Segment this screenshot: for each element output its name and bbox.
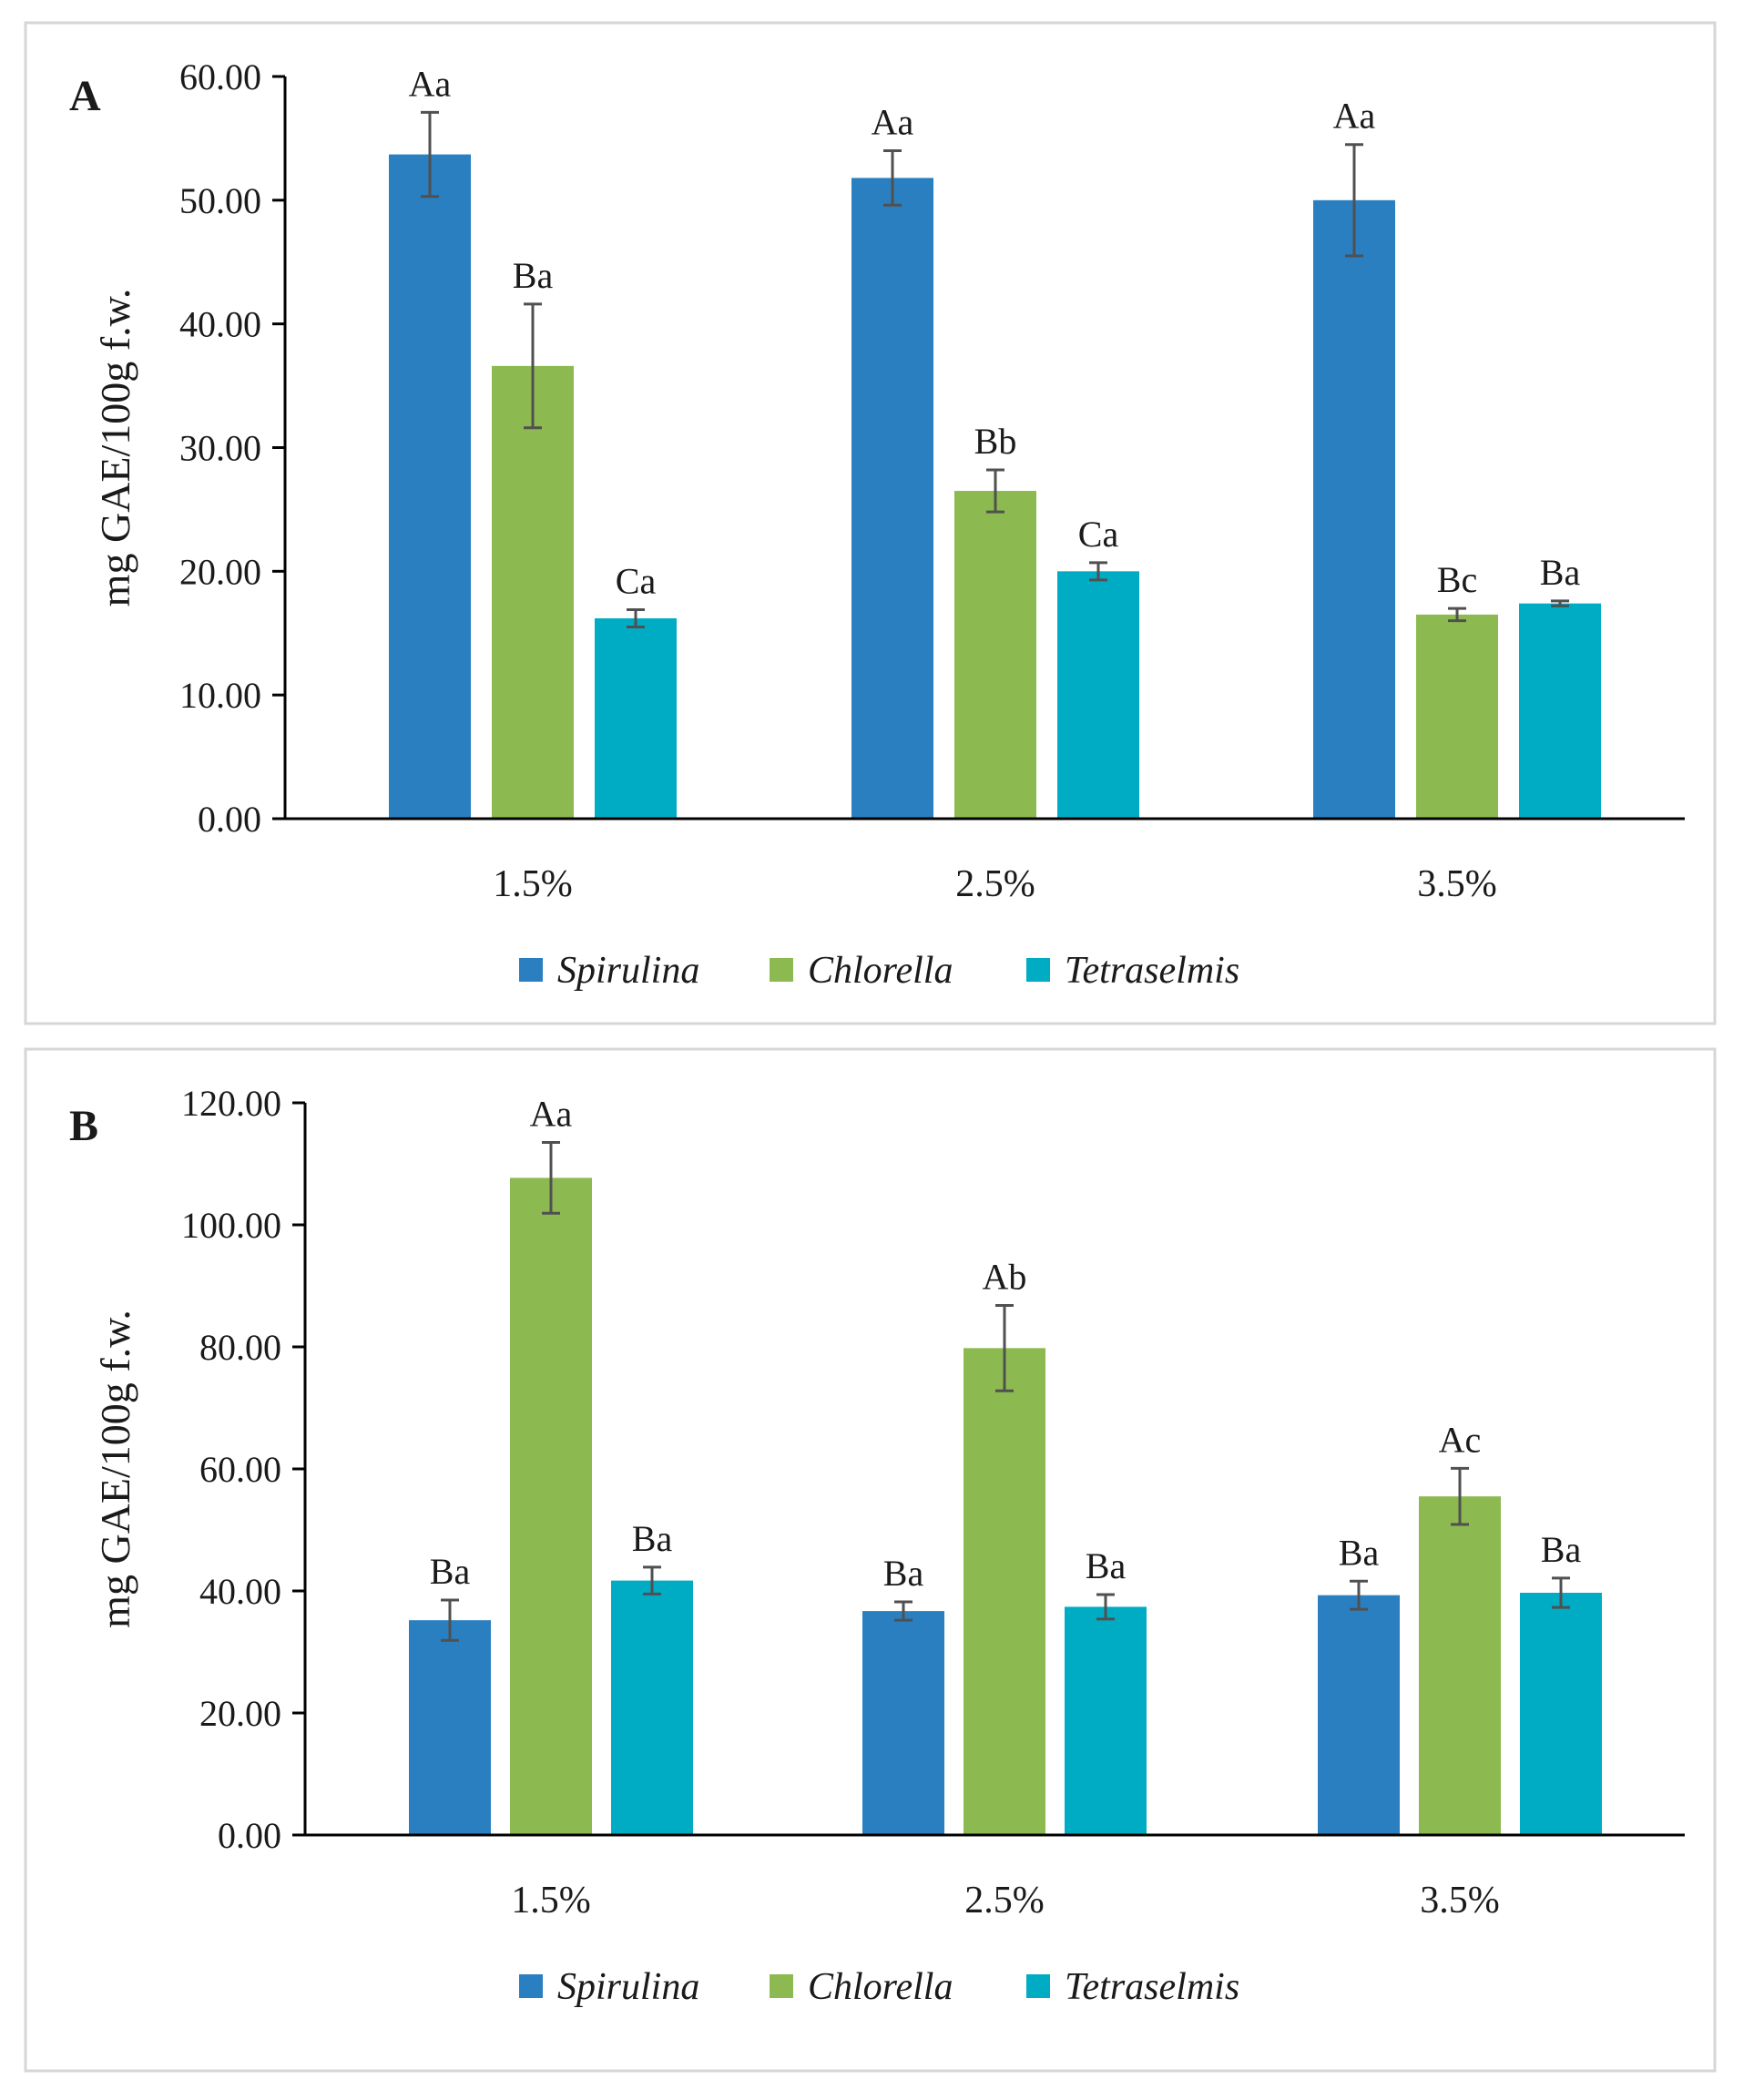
panel-b-y-tick-label: 0.00 — [218, 1815, 281, 1856]
panel-b-significance-label: Ba — [1339, 1532, 1380, 1573]
panel-b-legend-label: Spirulina — [557, 1966, 699, 2008]
panel-a-category-label: 2.5% — [955, 863, 1035, 905]
panel-a-bar-chlorella — [954, 491, 1036, 819]
panel-b-category-label: 1.5% — [511, 1880, 591, 1922]
panel-a-significance-label: Aa — [409, 63, 452, 104]
panel-a-bar-spirulina — [851, 178, 933, 820]
panel-a-y-tick-label: 30.00 — [179, 428, 261, 469]
panel-b-y-tick-label: 80.00 — [199, 1327, 281, 1368]
panel-b-bar-spirulina — [409, 1620, 491, 1835]
panel-a-legend-label: Chlorella — [808, 950, 953, 992]
panel-b-significance-label: Ac — [1439, 1419, 1482, 1460]
panel-b-legend-swatch — [770, 1974, 793, 1998]
panel-a-frame — [24, 21, 1717, 1025]
panel-b-bar-spirulina — [862, 1611, 944, 1835]
panel-b: B 0.00 20.00 40.00 60.00 80.00 100.00 120.00 mg … — [24, 1047, 1717, 2073]
panel-b-bar-chlorella — [1419, 1496, 1501, 1835]
panel-b-letter: B — [69, 1102, 98, 1150]
panel-a-y-axis-title: mg GAE/100g f.w. — [92, 289, 138, 607]
panel-a-bar-tetraselmis — [1519, 603, 1601, 819]
panel-b-significance-label: Aa — [530, 1094, 573, 1135]
panel-a-legend-swatch — [1026, 958, 1050, 982]
panel-a: A 0.00 10.00 20.00 30.00 40.00 50.00 60.00 mg GA… — [24, 21, 1717, 1025]
panel-b-bar-tetraselmis — [611, 1580, 693, 1835]
panel-a-y-tick-label: 40.00 — [179, 304, 261, 345]
panel-b-y-tick-label: 100.00 — [181, 1205, 281, 1246]
panel-b-significance-label: Ba — [883, 1553, 924, 1594]
panel-b-legend-swatch — [519, 1974, 543, 1998]
panel-a-significance-label: Ca — [1078, 514, 1119, 555]
panel-b-y-tick-label: 20.00 — [199, 1693, 281, 1734]
panel-b-significance-label: Ba — [632, 1518, 673, 1559]
panel-a-y-tick-label: 50.00 — [179, 180, 261, 221]
panel-a-bar-spirulina — [1313, 199, 1395, 820]
panel-a-significance-label: Aa — [872, 102, 914, 143]
panel-b-y-tick-label: 40.00 — [199, 1571, 281, 1612]
panel-b-legend-label: Tetraselmis — [1065, 1966, 1239, 2008]
panel-b-bar-chlorella — [964, 1348, 1045, 1835]
panel-a-significance-label: Ca — [616, 560, 657, 601]
panel-a-bar-chlorella — [1416, 614, 1498, 819]
panel-a-bar-chlorella — [492, 365, 574, 819]
panel-a-y-tick-label: 0.00 — [198, 799, 261, 840]
panel-a-legend-swatch — [770, 958, 793, 982]
panel-b-category-label: 2.5% — [964, 1880, 1045, 1922]
panel-b-frame — [24, 1047, 1717, 2073]
panel-a-bar-spirulina — [389, 154, 471, 819]
panel-a-significance-label: Aa — [1333, 96, 1376, 137]
panel-b-y-tick-label: 60.00 — [199, 1449, 281, 1490]
panel-a-category-label: 3.5% — [1417, 863, 1497, 905]
panel-b-significance-label: Ba — [1086, 1545, 1127, 1586]
panel-a-legend-label: Spirulina — [557, 950, 699, 992]
panel-b-significance-label: Ab — [983, 1256, 1027, 1297]
panel-b-legend-label: Chlorella — [808, 1966, 953, 2008]
panel-a-y-tick-label: 10.00 — [179, 675, 261, 716]
panel-a-letter: A — [69, 72, 101, 120]
panel-b-bar-chlorella — [510, 1177, 592, 1835]
panel-b-bar-spirulina — [1318, 1595, 1400, 1835]
panel-a-significance-label: Ba — [513, 255, 554, 296]
panel-a-category-label: 1.5% — [493, 863, 573, 905]
panel-b-significance-label: Ba — [1541, 1529, 1582, 1570]
panel-a-significance-label: Ba — [1540, 552, 1581, 593]
panel-a-y-tick-label: 20.00 — [179, 551, 261, 592]
panel-a-legend-label: Tetraselmis — [1065, 950, 1239, 992]
panel-a-significance-label: Bb — [974, 421, 1017, 462]
panel-b-bar-tetraselmis — [1520, 1593, 1602, 1835]
panel-a-bar-tetraselmis — [595, 617, 677, 819]
panel-b-bar-tetraselmis — [1065, 1606, 1147, 1835]
panel-b-significance-label: Ba — [430, 1551, 471, 1592]
panel-b-y-axis-title: mg GAE/100g f.w. — [92, 1310, 138, 1628]
panel-b-category-label: 3.5% — [1420, 1880, 1500, 1922]
panel-b-legend-swatch — [1026, 1974, 1050, 1998]
panel-b-y-tick-label: 120.00 — [181, 1083, 281, 1124]
panel-a-bar-tetraselmis — [1057, 571, 1139, 819]
panel-a-y-tick-label: 60.00 — [179, 56, 261, 97]
panel-a-significance-label: Bc — [1437, 559, 1477, 600]
panel-a-legend-swatch — [519, 958, 543, 982]
